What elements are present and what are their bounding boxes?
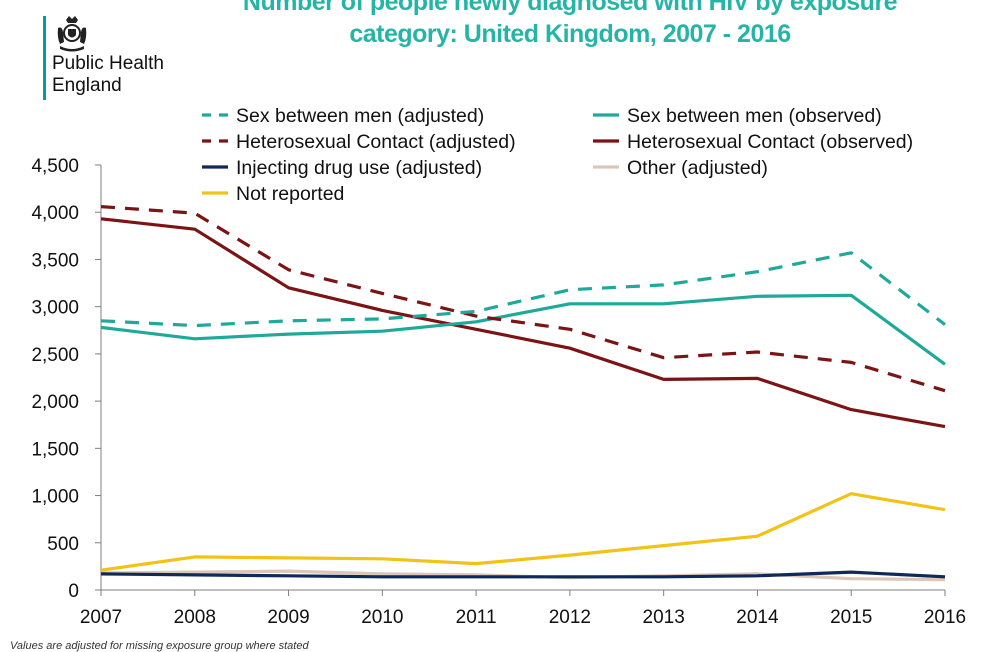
- x-tick-label: 2010: [361, 607, 403, 628]
- legend-label-other-adjusted: Other (adjusted): [627, 157, 768, 179]
- y-tick-label: 1,000: [31, 487, 79, 508]
- chart-title: Number of people newly diagnosed with HI…: [190, 0, 950, 50]
- organisation-name: Public Health England: [52, 53, 164, 97]
- x-tick-label: 2016: [924, 607, 966, 628]
- y-tick-label: 0: [68, 581, 79, 602]
- chart-axes: 0 500 1,000 1,500 2,000 2,500 3,000 3,500 4,000 4…: [31, 156, 966, 628]
- x-tick-label: 2008: [174, 607, 216, 628]
- y-tick-label: 4,000: [31, 203, 79, 224]
- y-tick-label: 3,500: [31, 250, 79, 271]
- series-line-hetero-adjusted: [100, 205, 946, 393]
- y-tick-label: 2,500: [31, 345, 79, 366]
- x-tick-label: 2012: [549, 607, 591, 628]
- y-tick-label: 1,500: [31, 439, 79, 460]
- org-name-line1: Public Health: [52, 53, 164, 74]
- y-tick-label: 4,500: [31, 156, 79, 177]
- y-tick-label: 3,000: [31, 298, 79, 319]
- phe-logo: Public Health England: [40, 10, 200, 100]
- series-line-hetero-observed: [100, 217, 946, 429]
- series-line-not-reported: [100, 492, 946, 572]
- x-tick-label: 2009: [267, 607, 309, 628]
- org-name-line2: England: [52, 75, 122, 96]
- legend-label-not-reported: Not reported: [236, 183, 344, 205]
- chart-legend: Sex between men (adjusted) Sex between me…: [202, 105, 913, 205]
- footnote: Values are adjusted for missing exposure…: [10, 640, 309, 652]
- series-line-msm-adjusted: [100, 251, 946, 328]
- x-tick-label: 2014: [736, 607, 779, 628]
- legend-label-hetero-observed: Heterosexual Contact (observed): [627, 131, 913, 153]
- x-tick-label: 2015: [830, 607, 872, 628]
- royal-coat-of-arms-icon: [57, 16, 87, 52]
- logo-accent-bar: [43, 16, 46, 100]
- legend-label-msm-adjusted: Sex between men (adjusted): [236, 105, 484, 127]
- series-line-msm-observed: [100, 293, 946, 366]
- chart-series: [100, 205, 946, 582]
- x-tick-label: 2013: [643, 607, 685, 628]
- legend-label-hetero-adjusted: Heterosexual Contact (adjusted): [236, 131, 516, 153]
- y-tick-label: 500: [47, 534, 79, 555]
- legend-label-idu-adjusted: Injecting drug use (adjusted): [236, 157, 482, 179]
- legend-label-msm-observed: Sex between men (observed): [627, 105, 882, 127]
- x-tick-label: 2011: [456, 607, 497, 628]
- chart-title-line1: Number of people newly diagnosed with HI…: [242, 0, 898, 16]
- series-line-idu-adjusted: [100, 570, 946, 579]
- x-tick-label: 2007: [80, 607, 122, 628]
- chart-title-line2: category: United Kingdom, 2007 - 2016: [349, 20, 791, 48]
- y-tick-label: 2,000: [31, 392, 79, 413]
